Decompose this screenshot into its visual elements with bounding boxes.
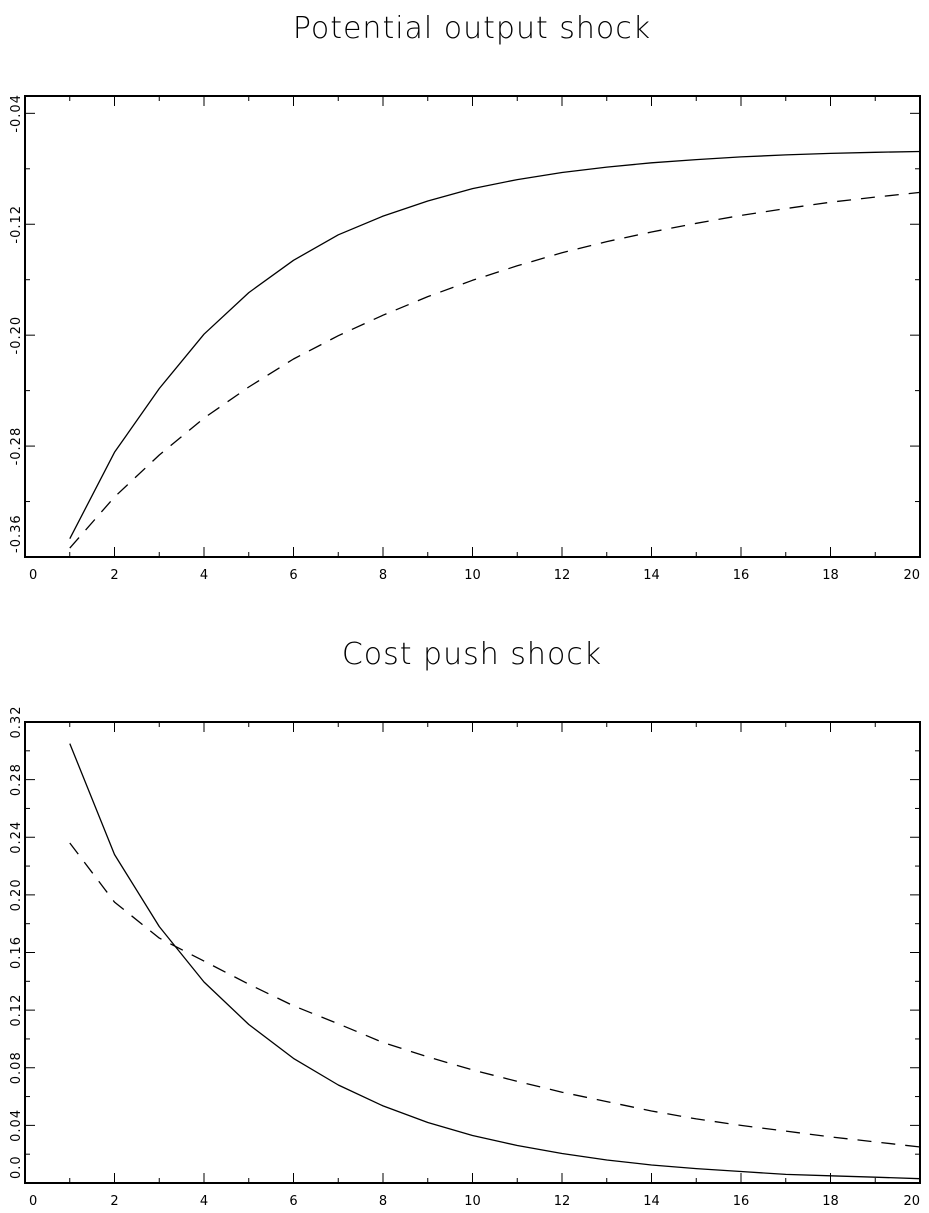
x-tick-label: 0: [29, 1194, 37, 1209]
y-tick-label: -0.36: [9, 514, 24, 553]
x-tick-label: 18: [822, 1194, 839, 1209]
dashed-series-line: [69, 191, 921, 549]
plot-frame: [24, 721, 921, 1184]
chart-title: Cost push shock: [342, 637, 602, 672]
y-tick-label: 0.04: [9, 1109, 24, 1142]
plot-frame: [24, 95, 921, 558]
solid-series-line: [69, 150, 921, 539]
x-tick-label: 16: [733, 1194, 750, 1209]
x-tick-label: 20: [903, 1194, 920, 1209]
y-tick-label: 0.24: [9, 821, 24, 854]
x-tick-label: 4: [200, 1194, 208, 1209]
x-tick-label: 2: [110, 568, 118, 583]
x-tick-label: 10: [464, 1194, 481, 1209]
y-tick-label: 0.20: [9, 878, 24, 911]
x-tick-label: 20: [903, 568, 920, 583]
y-tick-label: 0.16: [9, 936, 24, 969]
chart-potential-output-shock: Potential output shock 0 2 4 6 8 10 12 14 16 18 20…: [9, 11, 921, 583]
dashed-series-line: [69, 842, 921, 1148]
x-tick-label: 6: [289, 1194, 297, 1209]
x-tick-label: 14: [643, 568, 660, 583]
x-tick-label: 16: [733, 568, 750, 583]
x-tick-label: 18: [822, 568, 839, 583]
x-tick-label: 6: [289, 568, 297, 583]
y-tick-label: -0.28: [9, 427, 24, 466]
x-tick-label: 12: [554, 1194, 571, 1209]
x-tick-label: 8: [379, 568, 387, 583]
x-tick-label: 14: [643, 1194, 660, 1209]
y-tick-label: -0.04: [9, 94, 24, 133]
x-tick-label: 10: [464, 568, 481, 583]
x-tick-label: 4: [200, 568, 208, 583]
y-tick-label: 0.08: [9, 1051, 24, 1084]
chart-cost-push-shock: Cost push shock 0 2 4 6 8 10 12 14 16 18 20 0.0 0.04…: [9, 637, 921, 1209]
x-tick-label: 12: [554, 568, 571, 583]
y-tick-label: -0.20: [9, 316, 24, 355]
y-tick-label: 0.28: [9, 763, 24, 796]
x-tick-label: 8: [379, 1194, 387, 1209]
y-tick-label: 0.32: [9, 706, 24, 739]
x-tick-label: 0: [29, 568, 37, 583]
y-tick-label: 0.12: [9, 994, 24, 1027]
x-tick-label: 2: [110, 1194, 118, 1209]
y-tick-label: 0.0: [9, 1155, 24, 1179]
y-tick-label: -0.12: [9, 205, 24, 244]
solid-series-line: [69, 743, 921, 1180]
chart-title: Potential output shock: [293, 11, 651, 46]
